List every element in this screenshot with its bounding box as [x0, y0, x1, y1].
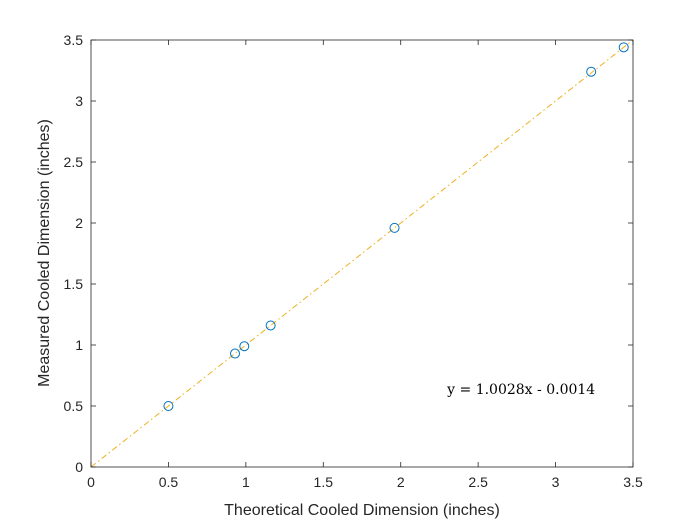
y-tick-label: 1.5	[64, 276, 84, 292]
x-tick-label: 3.5	[623, 474, 643, 490]
x-tick-label: 0	[87, 474, 95, 490]
x-tick-label: 1	[242, 474, 250, 490]
data-point	[265, 320, 276, 331]
data-point	[586, 66, 597, 77]
y-tick-label: 3.5	[64, 32, 84, 48]
y-tick-label: 2.5	[64, 154, 84, 170]
y-axis-title: Measured Cooled Dimension (inches)	[36, 119, 53, 387]
data-point	[239, 341, 250, 352]
data-point	[163, 401, 174, 411]
y-tick-label: 3	[75, 93, 83, 109]
x-tick-label: 2	[397, 474, 405, 490]
y-tick-label: 0	[75, 459, 83, 475]
plot-box	[90, 39, 634, 468]
data-point	[618, 42, 629, 53]
data-points	[163, 42, 629, 411]
regression-equation: y = 1.0028x - 0.0014	[446, 382, 595, 398]
y-tick-label: 2	[75, 215, 83, 231]
x-tick-label: 2.5	[468, 474, 488, 490]
x-tick-label: 3	[552, 474, 560, 490]
y-tick-label: 1	[75, 337, 83, 353]
data-point	[389, 222, 400, 233]
data-point	[230, 348, 241, 359]
y-tick-label: 0.5	[64, 398, 84, 414]
x-tick-label: 0.5	[159, 474, 179, 490]
x-axis-title: Theoretical Cooled Dimension (inches)	[224, 502, 500, 519]
x-tick-label: 1.5	[314, 474, 334, 490]
axis-ticks: 0 0.5 1 1.5 2 2.5 3 3.5 0 0.5 1 1.5 2 2.5 3 3.5	[64, 32, 643, 490]
plot-area	[91, 40, 633, 467]
